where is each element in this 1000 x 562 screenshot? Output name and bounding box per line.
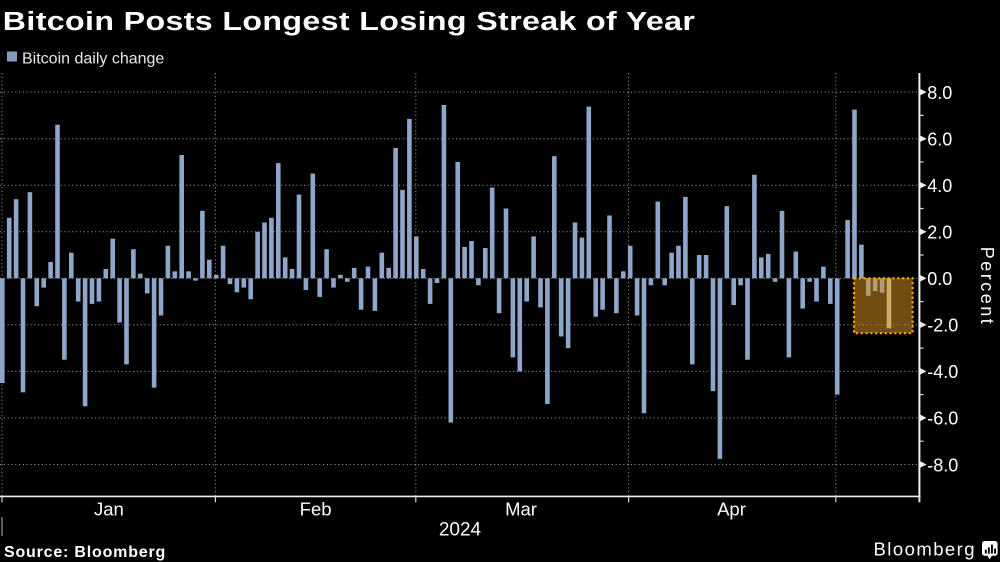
svg-text:4.0: 4.0	[927, 176, 952, 196]
svg-text:2.0: 2.0	[927, 223, 952, 243]
svg-text:Percent: Percent	[977, 247, 997, 327]
svg-text:Jan: Jan	[94, 498, 124, 519]
svg-text:Mar: Mar	[505, 498, 537, 519]
svg-text:Source: Bloomberg: Source: Bloomberg	[4, 544, 166, 561]
svg-text:Apr: Apr	[717, 498, 746, 519]
svg-text:Feb: Feb	[300, 498, 332, 519]
svg-text:Bitcoin Posts Longest Losing S: Bitcoin Posts Longest Losing Streak of Y…	[3, 8, 695, 36]
svg-text:-2.0: -2.0	[927, 316, 958, 336]
svg-text:6.0: 6.0	[927, 130, 952, 150]
svg-text:-4.0: -4.0	[927, 362, 958, 382]
svg-text:-6.0: -6.0	[927, 409, 958, 429]
svg-text:Bitcoin daily change: Bitcoin daily change	[22, 51, 164, 68]
svg-text:2024: 2024	[439, 520, 482, 541]
svg-text:Bloomberg: Bloomberg	[874, 539, 977, 560]
svg-text:-8.0: -8.0	[927, 455, 958, 475]
svg-text:0.0: 0.0	[927, 269, 952, 289]
svg-text:8.0: 8.0	[927, 83, 952, 103]
